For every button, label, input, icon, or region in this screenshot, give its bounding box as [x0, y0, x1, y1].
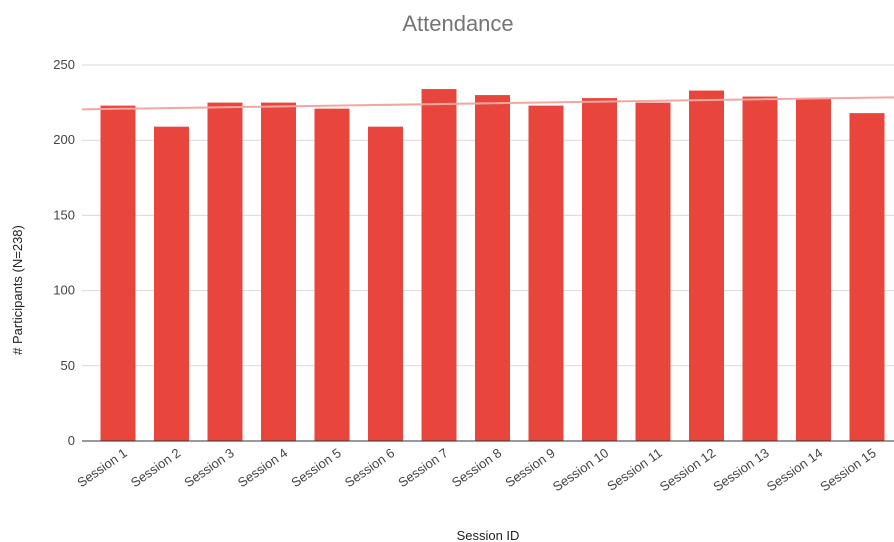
bar [689, 90, 724, 442]
bar [475, 95, 510, 441]
bar [100, 105, 136, 441]
x-tick-label: Session 3 [181, 445, 236, 490]
x-tick-label: Session 5 [288, 445, 343, 490]
bar [528, 105, 564, 441]
x-tick-label: Session 12 [657, 445, 718, 494]
x-tick-label: Session 4 [235, 445, 290, 490]
bar [314, 108, 350, 441]
chart-title: Attendance [402, 11, 513, 36]
bar [154, 126, 189, 441]
x-tick-label: Session 6 [342, 445, 397, 490]
y-axis-label: # Participants (N=238) [10, 225, 25, 355]
x-tick-label: Session 7 [395, 445, 450, 490]
x-tick-label: Session 10 [550, 445, 611, 494]
x-tick-label: Session 14 [764, 445, 825, 494]
bar [421, 89, 457, 442]
y-tick-label: 150 [53, 207, 75, 222]
x-tick-label: Session 9 [502, 445, 557, 490]
bar [742, 96, 778, 442]
bars [100, 89, 885, 442]
y-tick-label: 250 [53, 57, 75, 72]
bar [635, 102, 671, 441]
x-axis-label: Session ID [457, 528, 520, 542]
y-tick-label: 200 [53, 132, 75, 147]
x-tick-label: Session 1 [74, 445, 129, 490]
bar [261, 102, 296, 441]
bar [849, 113, 885, 442]
x-tick-label: Session 8 [449, 445, 504, 490]
bar [368, 126, 403, 441]
x-tick-label: Session 11 [604, 445, 665, 494]
x-tick-label: Session 13 [710, 445, 771, 494]
x-tick-label: Session 2 [128, 445, 183, 490]
y-tick-label: 0 [68, 433, 75, 448]
bar [207, 102, 243, 441]
y-axis-ticks: 0 50 100 150 200 250 [53, 57, 75, 448]
y-tick-label: 100 [53, 283, 75, 298]
trend-line [81, 96, 894, 111]
bar [582, 98, 617, 441]
bar [796, 98, 831, 441]
x-tick-label: Session 15 [817, 445, 878, 494]
y-tick-label: 50 [61, 358, 75, 373]
